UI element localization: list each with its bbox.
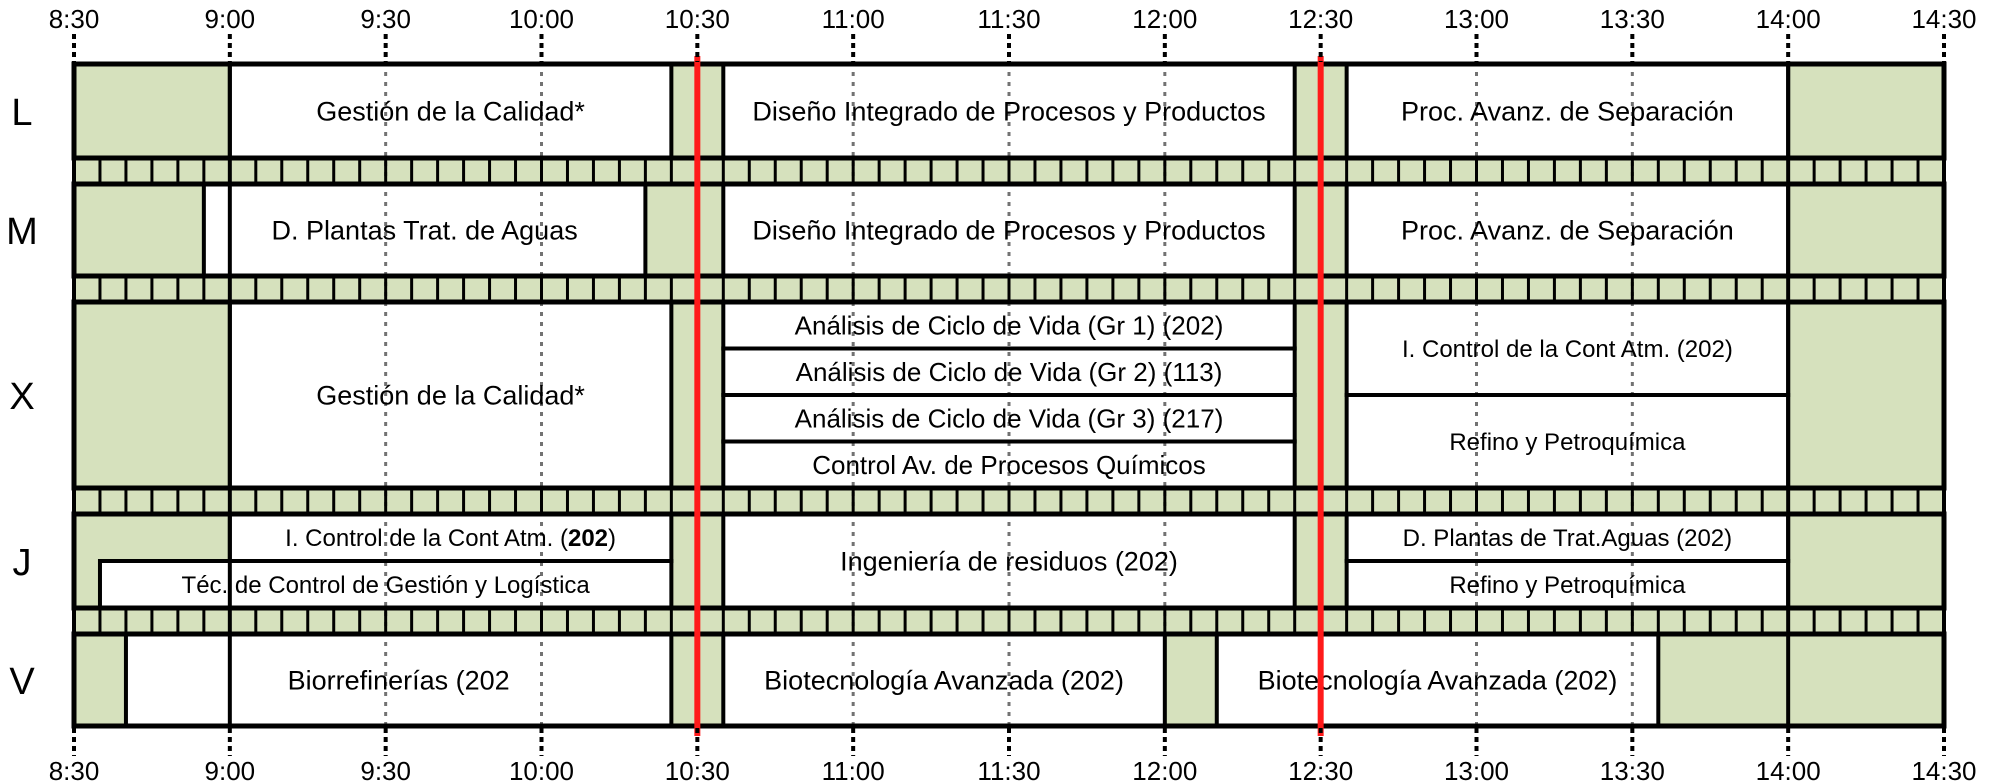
time-label-bottom: 10:00 (509, 756, 574, 784)
time-label-bottom: 12:30 (1288, 756, 1353, 784)
day-label: V (9, 661, 35, 703)
course-block[interactable]: I. Control de la Cont Atm. (202) (1344, 300, 1791, 397)
course-blocks: Gestión de la Calidad* Diseño Integrado d… (97, 62, 1791, 728)
course-block[interactable]: Biorrefinerías (202 (123, 632, 674, 728)
course-name: Diseño Integrado de Procesos y Productos (752, 216, 1265, 246)
time-label-top: 14:30 (1911, 4, 1976, 34)
course-block[interactable]: Gestión de la Calidad* (227, 62, 674, 160)
course-name: Análisis de Ciclo de Vida (Gr 3) (217) (795, 404, 1224, 434)
time-label-top: 12:30 (1288, 4, 1353, 34)
break-strip (72, 606, 1946, 636)
course-name: Biotecnología Avanzada (202) (764, 666, 1124, 696)
time-label-top: 14:00 (1756, 4, 1821, 34)
break-strip (72, 156, 1946, 186)
time-label-top: 11:30 (977, 4, 1040, 34)
course-room-bold: 202 (568, 525, 608, 552)
time-label-bottom: 13:30 (1600, 756, 1665, 784)
course-name: Refino y Petroquímica (1449, 429, 1686, 456)
course-name: Gestión de la Calidad* (316, 381, 585, 411)
course-name: Diseño Integrado de Procesos y Productos (752, 97, 1265, 127)
course-block[interactable]: Proc. Avanz. de Separación (1344, 182, 1791, 278)
course-block[interactable]: Proc. Avanz. de Separación (1344, 62, 1791, 160)
break-strip (72, 486, 1946, 516)
break-strip (72, 274, 1946, 304)
time-label-bottom: 8:30 (49, 756, 100, 784)
course-block[interactable]: D. Plantas Trat. de Aguas (201, 182, 648, 278)
course-box (227, 512, 674, 563)
time-label-top: 9:30 (360, 4, 411, 34)
course-block[interactable]: Refino y Petroquímica (1344, 559, 1791, 610)
course-name: I. Control de la Cont Atm. (202) (1402, 336, 1733, 363)
course-name: Ingeniería de residuos (202) (840, 547, 1178, 577)
course-name: I. Control de la Cont Atm. (202) (285, 525, 616, 552)
time-label-top: 8:30 (49, 4, 100, 34)
course-name: D. Plantas de Trat.Aguas (202) (1403, 525, 1733, 552)
time-label-bottom: 9:30 (360, 756, 411, 784)
course-block[interactable]: Biotecnología Avanzada (202) (721, 632, 1167, 728)
day-label: M (6, 211, 38, 253)
day-label: J (13, 542, 32, 584)
time-label-top: 9:00 (205, 4, 256, 34)
time-label-top: 13:00 (1444, 4, 1509, 34)
time-label-bottom: 10:30 (665, 756, 730, 784)
day-label: X (9, 376, 34, 418)
course-name: Refino y Petroquímica (1449, 572, 1686, 599)
course-name: Proc. Avanz. de Separación (1401, 97, 1734, 127)
course-block[interactable]: Biotecnología Avanzada (202) (1214, 632, 1661, 728)
course-block[interactable]: D. Plantas de Trat.Aguas (202) (1344, 512, 1791, 563)
time-label-top: 13:30 (1600, 4, 1665, 34)
time-label-top: 10:30 (665, 4, 730, 34)
course-block[interactable]: Refino y Petroquímica (1344, 393, 1791, 490)
red-marker-lines (694, 56, 1324, 736)
day-label: L (11, 92, 32, 134)
time-label-bottom: 9:00 (205, 756, 256, 784)
course-name: D. Plantas Trat. de Aguas (272, 216, 578, 246)
time-label-bottom: 14:30 (1911, 756, 1976, 784)
time-label-bottom: 11:00 (822, 756, 885, 784)
course-box (1344, 182, 1791, 278)
course-name-tail: ) (608, 525, 616, 552)
grid-lines (71, 61, 1947, 729)
course-name: Biotecnología Avanzada (202) (1258, 666, 1618, 696)
time-label-bottom: 11:30 (977, 756, 1040, 784)
time-axis-bottom: 8:30 9:00 9:30 10:00 10:30 11:00 11:30 12:00 12:… (49, 728, 1977, 784)
course-name: Biorrefinerías (202 (288, 666, 510, 696)
time-label-top: 11:00 (822, 4, 885, 34)
course-box (1344, 62, 1791, 160)
time-label-bottom: 12:00 (1132, 756, 1197, 784)
course-block[interactable]: Gestión de la Calidad* (227, 300, 674, 490)
time-label-bottom: 13:00 (1444, 756, 1509, 784)
course-block[interactable]: I. Control de la Cont Atm. (202) (227, 512, 674, 563)
course-name: Proc. Avanz. de Separación (1401, 216, 1734, 246)
course-box (97, 559, 674, 610)
time-label-bottom: 14:00 (1756, 756, 1821, 784)
course-box (227, 300, 674, 490)
course-name: Gestión de la Calidad* (316, 97, 585, 127)
time-label-top: 12:00 (1132, 4, 1197, 34)
day-labels: L M X J V (6, 92, 38, 703)
time-label-top: 10:00 (509, 4, 574, 34)
time-axis-top: 8:30 9:00 9:30 10:00 10:30 11:00 11:30 12:00 12:… (49, 4, 1977, 62)
